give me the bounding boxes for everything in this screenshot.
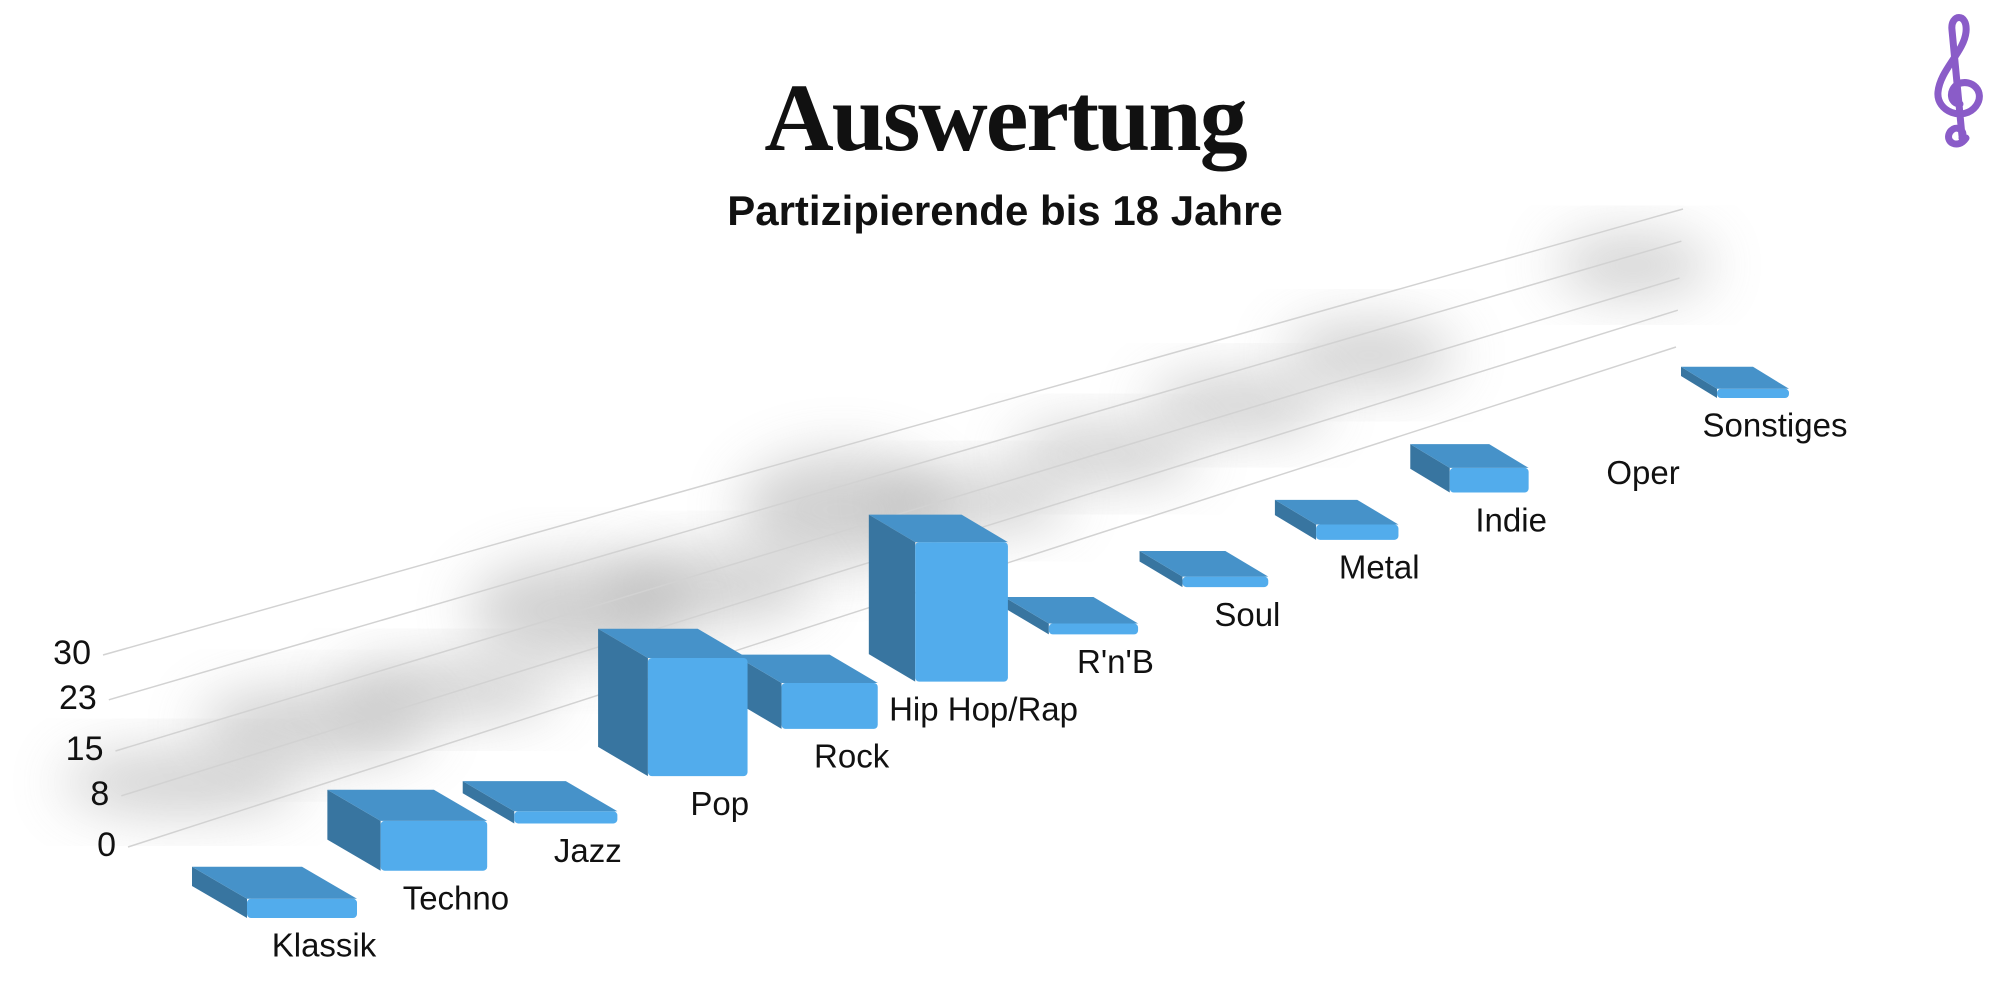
x-tick-label: Indie [1475, 501, 1547, 538]
bar [1449, 467, 1529, 493]
bar [781, 682, 878, 729]
bar-shadow [1553, 235, 1713, 296]
bar-side [327, 789, 381, 871]
bar-top [462, 781, 618, 812]
bar-side [598, 628, 648, 777]
bar-top [868, 514, 1008, 543]
bar-side [1004, 596, 1049, 635]
bar-shadow [1146, 374, 1328, 437]
x-tick-label: Metal [1339, 549, 1420, 586]
grid-line [115, 277, 1680, 752]
y-tick-label: 0 [97, 826, 116, 864]
bar-top [1004, 596, 1139, 624]
bar-side [868, 514, 916, 682]
chart-title: Auswertung [764, 64, 1247, 171]
bar-top [733, 654, 878, 683]
x-tick-label: Rock [814, 738, 890, 775]
bar-top [598, 628, 748, 658]
bar [247, 898, 357, 918]
grid-line [102, 208, 1684, 656]
x-tick-label: Soul [1214, 596, 1280, 633]
bar-side [1274, 499, 1317, 540]
bar-shadow [61, 750, 303, 815]
bar [1717, 388, 1789, 398]
bar [1182, 576, 1269, 588]
y-tick-label: 15 [66, 730, 104, 768]
bar [380, 820, 488, 871]
x-tick-label: Pop [690, 785, 749, 822]
x-tick-label: Hip Hop/Rap [889, 690, 1078, 727]
y-tick-label: 8 [90, 775, 109, 813]
bar-side [1139, 550, 1183, 588]
bar-side [1681, 366, 1717, 398]
bar-shadow [1010, 423, 1200, 485]
shadows [61, 235, 1713, 815]
x-tick-label: Oper [1606, 454, 1679, 491]
bar-side [462, 781, 515, 824]
bar-top [327, 789, 488, 821]
x-tick-label: Klassik [272, 927, 377, 964]
bar [1316, 524, 1399, 540]
clef-icon [1934, 14, 1983, 148]
bar-top [1410, 444, 1529, 468]
bar [915, 542, 1008, 682]
x-tick-label: R'n'B [1077, 643, 1154, 680]
x-tick-label: Jazz [554, 832, 622, 869]
bar-shadow [1282, 322, 1456, 389]
chart-subtitle: Partizipierende bis 18 Jahre [727, 187, 1283, 234]
x-tick-label: Techno [403, 879, 509, 916]
x-tick-label: Sonstiges [1703, 407, 1848, 444]
y-tick-label: 23 [59, 679, 97, 717]
bar [1048, 623, 1139, 635]
bar [647, 658, 748, 777]
bar-top [1681, 366, 1789, 389]
bar-side [1410, 444, 1450, 493]
y-tick-label: 30 [53, 634, 91, 672]
bar-side [192, 866, 247, 918]
bar-shadow [196, 687, 432, 764]
bar-top [192, 866, 357, 899]
bar [514, 811, 618, 824]
bar-top [1274, 499, 1399, 525]
bar-top [1139, 550, 1269, 577]
grid-line [108, 240, 1682, 701]
